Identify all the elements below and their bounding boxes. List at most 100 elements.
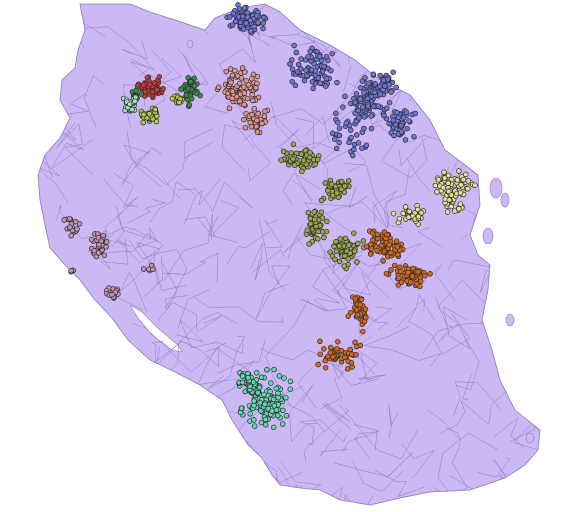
district-boundary bbox=[516, 152, 540, 218]
cluster-point bbox=[255, 110, 261, 117]
district-boundary bbox=[289, 384, 318, 443]
cluster-point bbox=[359, 145, 365, 151]
cluster-point bbox=[271, 403, 278, 409]
cluster-point bbox=[278, 157, 284, 163]
district-boundary bbox=[194, 492, 259, 505]
cluster-point bbox=[262, 422, 269, 428]
cluster-point bbox=[445, 180, 451, 186]
cluster-point bbox=[327, 344, 334, 351]
district-boundary bbox=[38, 289, 57, 354]
district-boundary bbox=[352, 459, 403, 492]
cluster-point bbox=[305, 209, 312, 216]
cluster-point bbox=[140, 266, 147, 272]
cluster-point bbox=[386, 99, 393, 106]
cluster-point bbox=[239, 13, 246, 20]
cluster-point bbox=[301, 77, 308, 84]
district-boundary bbox=[417, 227, 444, 248]
district-boundary bbox=[152, 379, 160, 413]
district-boundary bbox=[474, 4, 505, 61]
district-boundary bbox=[129, 240, 188, 310]
district-boundary bbox=[534, 193, 540, 229]
cluster-point bbox=[183, 92, 190, 98]
district-boundary bbox=[530, 4, 540, 40]
district-boundary bbox=[416, 294, 435, 321]
cluster-point bbox=[252, 423, 258, 429]
cluster-point bbox=[407, 279, 414, 285]
cluster-point bbox=[393, 238, 400, 244]
cluster-point bbox=[342, 235, 349, 242]
district-boundary bbox=[304, 4, 342, 14]
cluster-point bbox=[309, 79, 316, 85]
cluster-point bbox=[340, 104, 346, 110]
cluster-point bbox=[242, 69, 248, 75]
district-boundary bbox=[508, 109, 540, 154]
district-boundary bbox=[93, 309, 114, 385]
district-boundary bbox=[456, 109, 490, 134]
cluster-point bbox=[381, 112, 387, 119]
cluster-point bbox=[435, 176, 442, 183]
district-boundary bbox=[406, 157, 431, 192]
cluster-point bbox=[348, 134, 354, 141]
cluster-point bbox=[298, 56, 304, 62]
district-boundary bbox=[178, 181, 254, 213]
district-boundary bbox=[352, 280, 377, 322]
cluster-point bbox=[363, 314, 369, 321]
cluster-point bbox=[312, 68, 319, 74]
district-boundary bbox=[87, 233, 129, 270]
cluster-point bbox=[446, 197, 452, 203]
cluster-point bbox=[276, 373, 283, 379]
cluster-point bbox=[328, 181, 335, 188]
cluster-point bbox=[254, 12, 260, 19]
cluster-point bbox=[370, 237, 376, 243]
district-boundary bbox=[297, 360, 343, 410]
cluster-point bbox=[448, 192, 455, 198]
cluster-point bbox=[146, 81, 153, 88]
cluster-point bbox=[250, 97, 256, 104]
district-boundary bbox=[427, 409, 462, 441]
cluster-point bbox=[398, 279, 405, 286]
cluster-point bbox=[391, 132, 397, 139]
district-boundary bbox=[453, 381, 501, 416]
district-boundary bbox=[208, 215, 239, 243]
cluster-point bbox=[444, 209, 451, 215]
cluster-point bbox=[392, 121, 399, 128]
cluster-point bbox=[260, 25, 266, 32]
cluster-point bbox=[354, 312, 361, 318]
cluster-point bbox=[353, 91, 360, 97]
cluster-point bbox=[323, 75, 330, 82]
district-boundary bbox=[380, 136, 428, 179]
district-boundary bbox=[294, 172, 321, 203]
district-boundary bbox=[534, 121, 540, 166]
cluster-point bbox=[307, 221, 314, 227]
cluster-point bbox=[454, 177, 461, 183]
cluster-point bbox=[169, 95, 176, 102]
district-boundary bbox=[184, 178, 221, 225]
cluster-point bbox=[176, 99, 182, 106]
district-boundary bbox=[149, 181, 195, 223]
cluster-point bbox=[291, 162, 298, 168]
cluster-point bbox=[331, 243, 337, 250]
district-boundary bbox=[350, 4, 399, 23]
district-boundary bbox=[62, 313, 104, 363]
cluster-northwest-yellow-green bbox=[138, 92, 185, 126]
cluster-point bbox=[361, 114, 367, 120]
cluster-point bbox=[448, 203, 454, 210]
district-boundary bbox=[59, 385, 94, 406]
cluster-point bbox=[336, 132, 343, 139]
cluster-point bbox=[243, 20, 249, 26]
cluster-point bbox=[321, 234, 327, 241]
cluster-point bbox=[410, 265, 416, 272]
cluster-point bbox=[348, 360, 355, 366]
cluster-point bbox=[61, 217, 67, 223]
cluster-point bbox=[260, 20, 266, 26]
district-boundary bbox=[149, 496, 201, 505]
cluster-point bbox=[321, 63, 327, 70]
cluster-point bbox=[336, 243, 343, 249]
cluster-point bbox=[345, 177, 352, 184]
cluster-point bbox=[402, 204, 409, 210]
district-boundary bbox=[264, 219, 283, 249]
district-boundary bbox=[388, 404, 399, 438]
